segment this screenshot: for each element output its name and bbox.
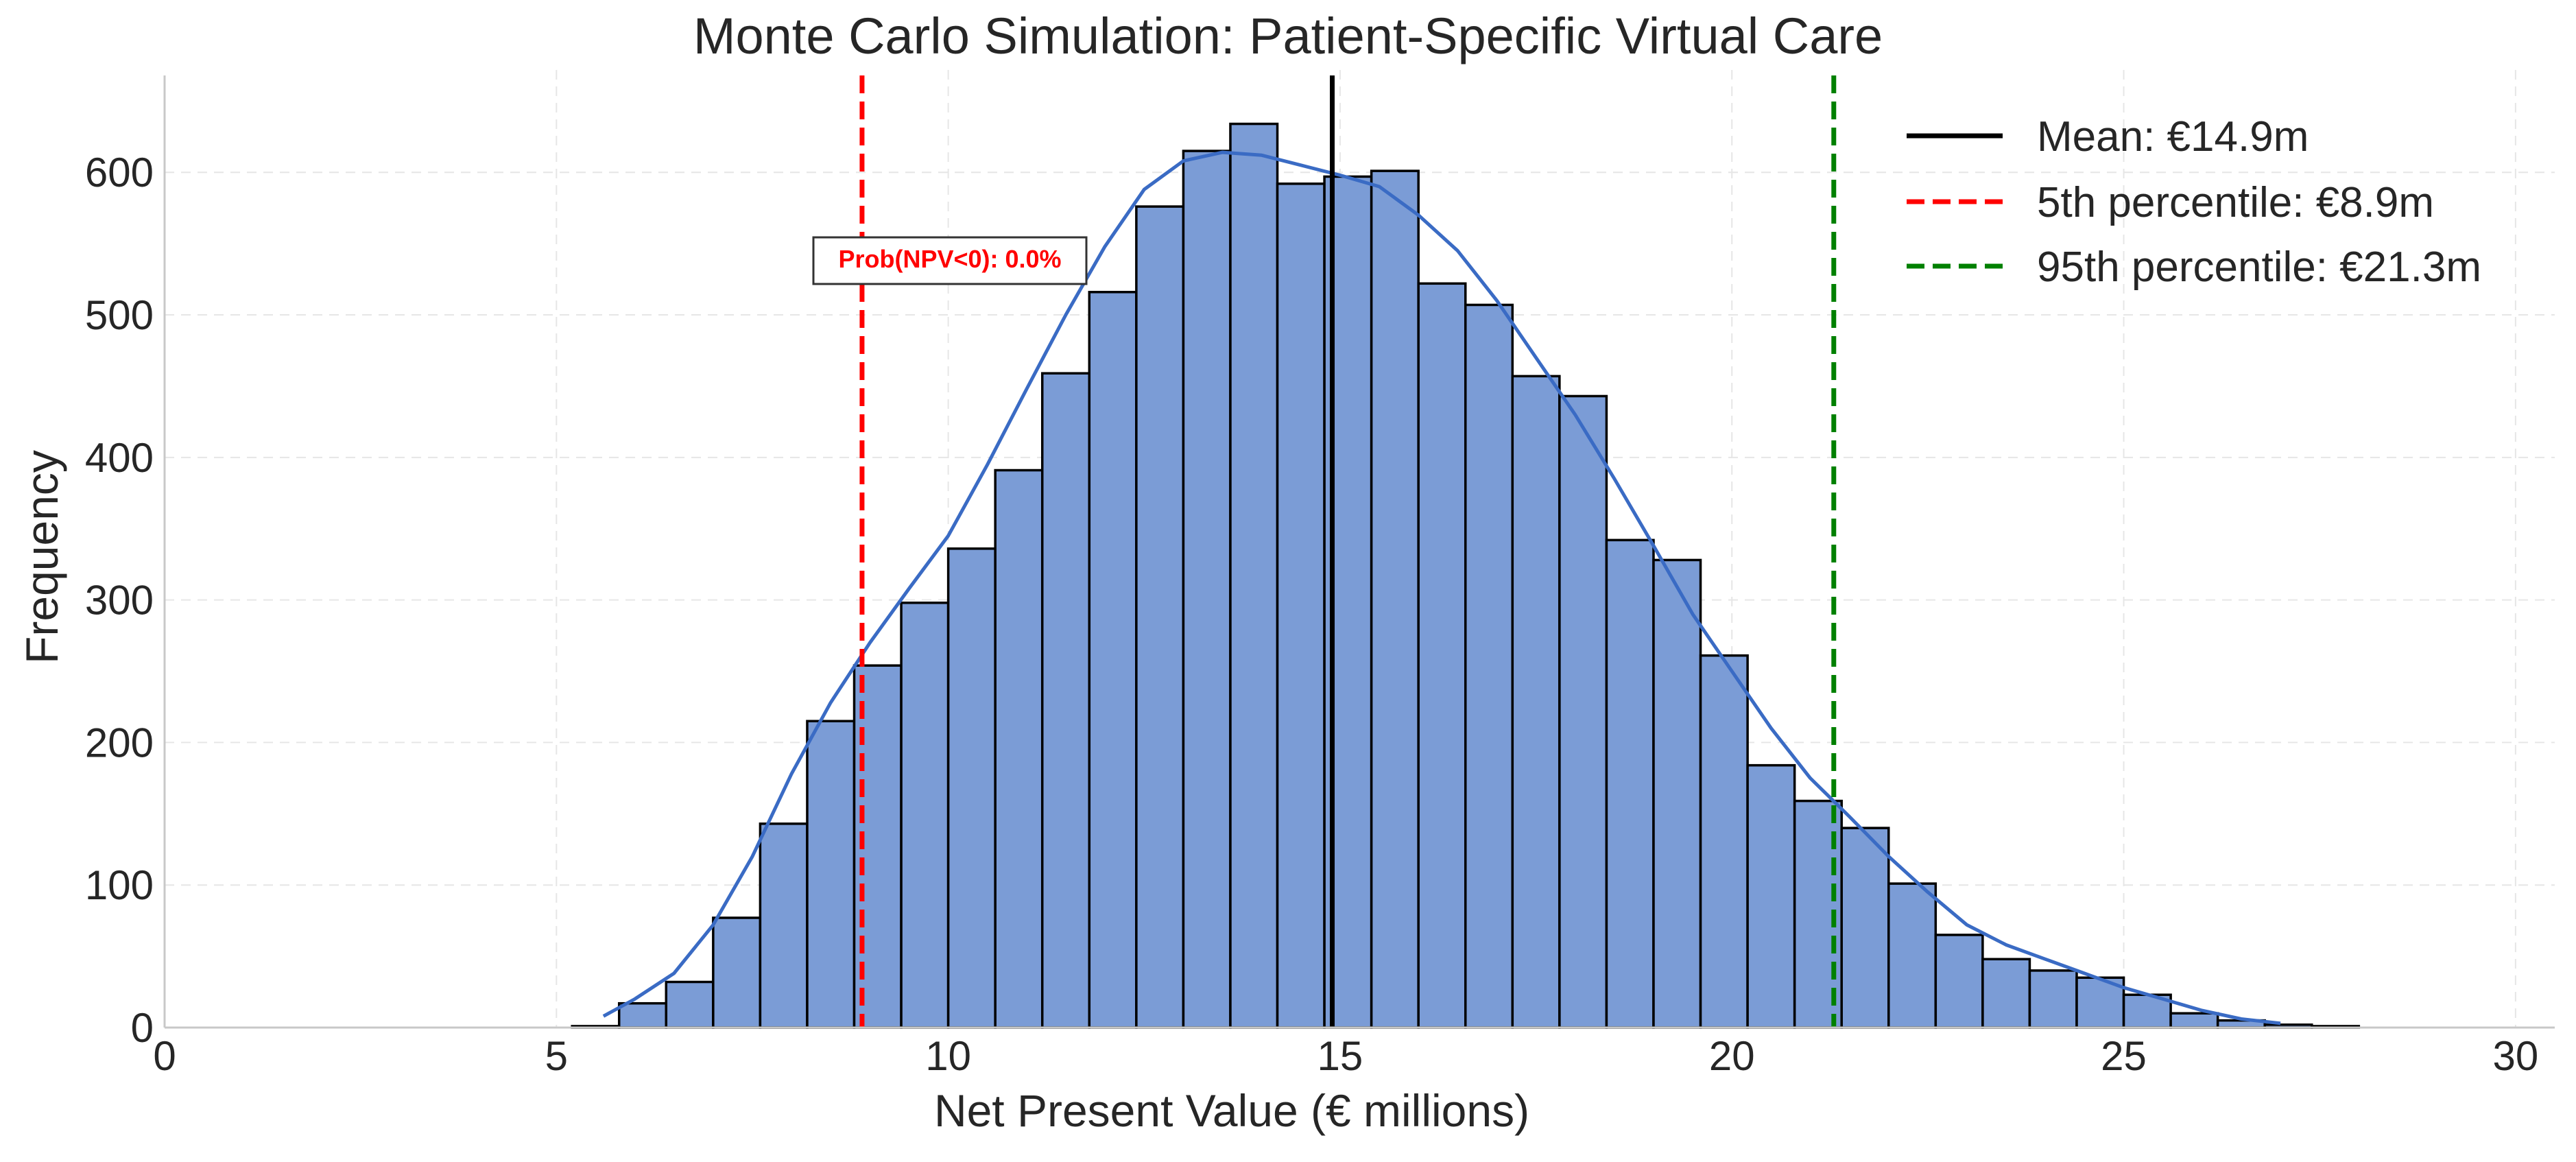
kde-curve: [602, 150, 2281, 1025]
histogram-bar: [1464, 303, 1514, 1029]
histogram-bar: [1887, 882, 1937, 1029]
histogram-bar: [1934, 934, 1984, 1029]
histogram-bars: [571, 122, 2361, 1029]
x-tick-label: 5: [545, 1033, 568, 1079]
x-axis-label: Net Present Value (€ millions): [934, 1085, 1529, 1136]
histogram-bar: [2028, 969, 2078, 1029]
x-tick-label: 15: [1317, 1033, 1363, 1079]
y-tick-label: 400: [85, 435, 154, 481]
histogram-bar: [1558, 394, 1608, 1029]
histogram-bar: [1981, 958, 2031, 1029]
legend-label-95th-percentile: 95th percentile: €21.3m: [2037, 244, 2481, 291]
histogram-bar: [1417, 282, 1467, 1029]
histogram-bar: [617, 1001, 668, 1029]
histogram-bar: [1135, 205, 1185, 1029]
y-tick-label: 300: [85, 578, 154, 624]
histogram-bar: [665, 980, 715, 1029]
histogram-bar: [1605, 538, 1655, 1029]
y-tick-label: 500: [85, 292, 154, 338]
histogram-bar: [1229, 122, 1279, 1029]
reference-lines: [859, 75, 1837, 1028]
chart-title: Monte Carlo Simulation: Patient-Specific…: [693, 8, 1883, 64]
histogram-bar: [712, 916, 762, 1029]
legend: Mean: €14.9m 5th percentile: €8.9m 95th …: [1907, 113, 2481, 291]
histogram-bar: [994, 469, 1044, 1029]
legend-label-5th-percentile: 5th percentile: €8.9m: [2037, 179, 2434, 226]
histogram-bar: [900, 602, 950, 1029]
axes: [163, 75, 2555, 1029]
x-tick-label: 10: [925, 1033, 971, 1079]
y-tick-label: 100: [85, 862, 154, 908]
y-tick-label: 200: [85, 720, 154, 766]
annotation-text: Prob(NPV<0): 0.0%: [838, 245, 1061, 273]
probability-annotation: Prob(NPV<0): 0.0%: [812, 236, 1088, 285]
legend-label-mean: Mean: €14.9m: [2037, 113, 2309, 161]
x-tick-label: 0: [153, 1033, 176, 1079]
histogram-bar: [1652, 558, 1702, 1029]
annotation-box: [812, 236, 1088, 285]
x-tick-label: 25: [2101, 1033, 2147, 1079]
x-tick-label: 30: [2492, 1033, 2538, 1079]
histogram-bar: [1746, 763, 1796, 1029]
histogram-bar: [806, 720, 856, 1029]
histogram-bar: [1840, 827, 1890, 1029]
histogram-bar: [759, 822, 809, 1029]
y-tick-label: 0: [131, 1005, 154, 1051]
histogram-bar: [1040, 372, 1091, 1029]
histogram-bar: [1182, 150, 1232, 1029]
histogram-bar: [1088, 291, 1138, 1029]
histogram-bar: [1511, 375, 1561, 1029]
kde-curve-layer: [602, 150, 2281, 1025]
histogram-bar: [2169, 1012, 2219, 1029]
histogram-bar: [1276, 182, 1326, 1029]
y-tick-label: 600: [85, 150, 154, 195]
histogram-bar: [1699, 654, 1749, 1029]
histogram-bar: [946, 547, 997, 1029]
histogram-bar: [1370, 169, 1420, 1029]
x-tick-label: 20: [1709, 1033, 1755, 1079]
y-axis-label: Frequency: [16, 450, 67, 664]
